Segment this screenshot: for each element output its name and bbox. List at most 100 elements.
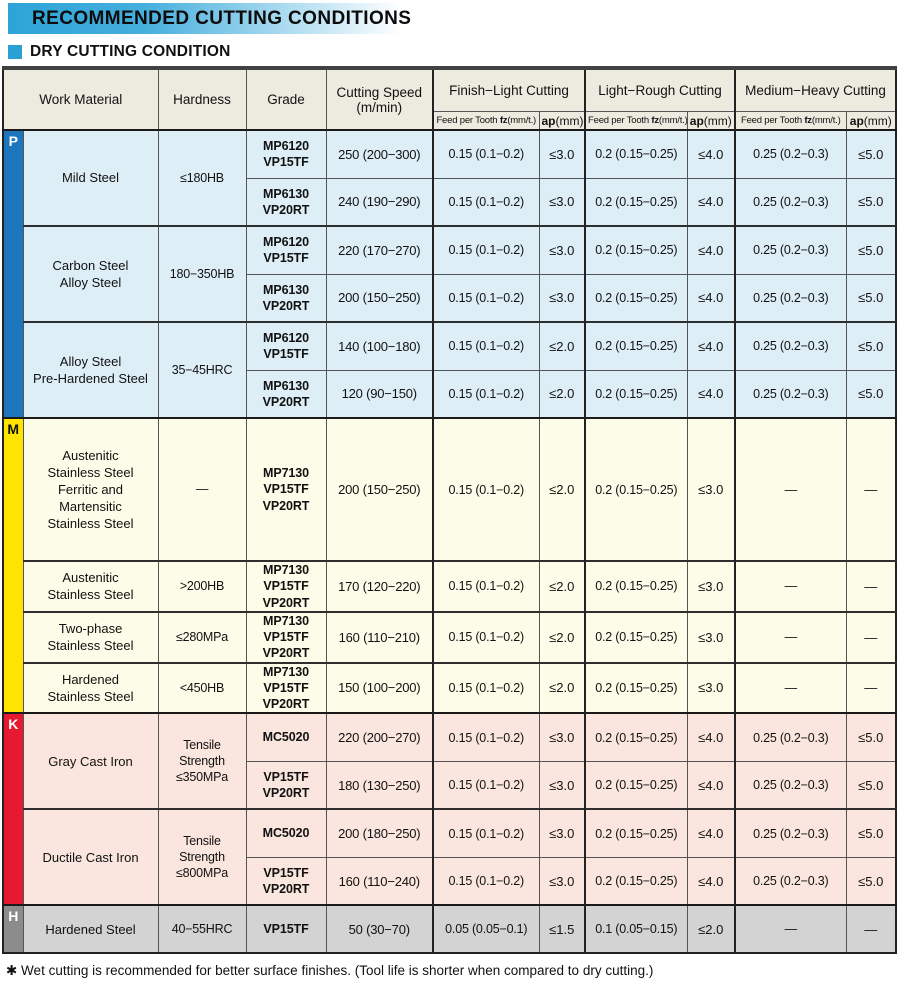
- hardness-cell: ≤180HB: [157, 129, 247, 227]
- table-row: Hardened Stainless Steel <450HB MP7130 VP1…: [3, 661, 897, 714]
- hardness-cell: <450HB: [157, 661, 247, 714]
- ap-finish-cell: ≤2.0: [538, 610, 586, 663]
- cutting-speed-cell: 160 (110−210): [325, 610, 434, 663]
- hardness-cell: ≤280MPa: [157, 610, 247, 663]
- cutting-speed-cell: 180 (130−250): [325, 760, 434, 810]
- feed-rough-cell: 0.2 (0.15−0.25): [584, 712, 688, 762]
- feed-rough-cell: 0.2 (0.15−0.25): [584, 417, 688, 562]
- page-title-banner: RECOMMENDED CUTTING CONDITIONS: [8, 3, 455, 34]
- feed-heavy-cell: 0.25 (0.2−0.3): [734, 321, 847, 371]
- work-material-cell: Two-phase Stainless Steel: [22, 610, 159, 663]
- ap-heavy-cell: ≤5.0: [845, 808, 897, 858]
- feed-heavy-cell: —: [734, 661, 847, 714]
- feed-finish-cell: 0.15 (0.1−0.2): [432, 369, 540, 419]
- material-class-label: K: [2, 712, 24, 906]
- subheader-feed-finish: Feed per Tooth fz(mm/t.): [432, 111, 540, 131]
- cutting-speed-cell: 170 (120−220): [325, 560, 434, 613]
- ap-finish-cell: ≤3.0: [538, 129, 586, 179]
- blue-square-bullet-icon: [8, 45, 22, 59]
- grade-cell: MP7130 VP15TF VP20RT: [245, 610, 327, 663]
- feed-finish-cell: 0.15 (0.1−0.2): [432, 560, 540, 613]
- ap-heavy-cell: ≤5.0: [845, 321, 897, 371]
- cutting-speed-cell: 150 (100−200): [325, 661, 434, 714]
- ap-rough-cell: ≤4.0: [686, 321, 736, 371]
- ap-rough-cell: ≤3.0: [686, 560, 736, 613]
- material-class-label: H: [2, 904, 24, 954]
- ap-heavy-cell: ≤5.0: [845, 177, 897, 227]
- feed-heavy-cell: —: [734, 904, 847, 954]
- ap-rough-cell: ≤4.0: [686, 856, 736, 906]
- feed-finish-cell: 0.15 (0.1−0.2): [432, 321, 540, 371]
- header-row-groups: Work Material Hardness Grade Cutting Spe…: [2, 67, 897, 131]
- grade-cell: MP7130 VP15TF VP20RT: [245, 661, 327, 714]
- footnote: ✱ Wet cutting is recommended for better …: [6, 963, 654, 979]
- subheader-ap-rough: ap(mm): [686, 111, 736, 131]
- cutting-speed-cell: 240 (190−290): [325, 177, 434, 227]
- ap-finish-cell: ≤3.0: [538, 712, 586, 762]
- ap-finish-cell: ≤3.0: [538, 273, 586, 323]
- hardness-cell: Tensile Strength ≤350MPa: [157, 712, 247, 810]
- table-row: Two-phase Stainless Steel ≤280MPa MP7130 V…: [3, 610, 897, 663]
- section-subtitle-row: DRY CUTTING CONDITION: [8, 43, 897, 61]
- ap-rough-cell: ≤4.0: [686, 712, 736, 762]
- section-subtitle: DRY CUTTING CONDITION: [30, 43, 231, 60]
- ap-heavy-cell: ≤5.0: [845, 760, 897, 810]
- work-material-cell: Austenitic Stainless Steel Ferritic and …: [22, 417, 159, 562]
- feed-rough-cell: 0.2 (0.15−0.25): [584, 760, 688, 810]
- ap-rough-cell: ≤3.0: [686, 417, 736, 562]
- feed-rough-cell: 0.2 (0.15−0.25): [584, 321, 688, 371]
- feed-finish-cell: 0.15 (0.1−0.2): [432, 129, 540, 179]
- col-group-finish-light: Finish−Light Cutting: [431, 67, 586, 112]
- cutting-speed-cell: 160 (110−240): [325, 856, 434, 906]
- ap-rough-cell: ≤4.0: [686, 808, 736, 858]
- feed-heavy-cell: 0.25 (0.2−0.3): [734, 712, 847, 762]
- feed-rough-cell: 0.2 (0.15−0.25): [584, 369, 688, 419]
- ap-rough-cell: ≤4.0: [686, 369, 736, 419]
- work-material-cell: Carbon Steel Alloy Steel: [22, 225, 159, 323]
- cutting-speed-cell: 250 (200−300): [325, 129, 434, 179]
- feed-rough-cell: 0.2 (0.15−0.25): [584, 661, 688, 714]
- ap-finish-cell: ≤3.0: [538, 760, 586, 810]
- feed-finish-cell: 0.05 (0.05−0.1): [432, 904, 540, 954]
- feed-heavy-cell: 0.25 (0.2−0.3): [734, 760, 847, 810]
- grade-cell: MP6130 VP20RT: [245, 273, 327, 323]
- hardness-cell: Tensile Strength ≤800MPa: [157, 808, 247, 906]
- col-group-medium-heavy: Medium−Heavy Cutting: [734, 67, 897, 112]
- ap-rough-cell: ≤3.0: [686, 661, 736, 714]
- ap-heavy-cell: —: [845, 661, 897, 714]
- feed-heavy-cell: 0.25 (0.2−0.3): [734, 129, 847, 179]
- hardness-cell: —: [157, 417, 247, 562]
- ap-rough-cell: ≤4.0: [686, 273, 736, 323]
- ap-heavy-cell: —: [845, 610, 897, 663]
- hardness-cell: >200HB: [157, 560, 247, 613]
- col-group-light-rough: Light−Rough Cutting: [584, 67, 736, 112]
- feed-rough-cell: 0.2 (0.15−0.25): [584, 610, 688, 663]
- table-row: K Gray Cast Iron Tensile Strength ≤350MPa M…: [2, 712, 897, 906]
- grade-cell: MP6120 VP15TF: [245, 225, 327, 275]
- ap-rough-cell: ≤2.0: [686, 904, 736, 954]
- ap-heavy-cell: ≤5.0: [845, 273, 897, 323]
- feed-finish-cell: 0.15 (0.1−0.2): [432, 808, 540, 858]
- feed-rough-cell: 0.2 (0.15−0.25): [584, 177, 688, 227]
- ap-heavy-cell: ≤5.0: [845, 129, 897, 179]
- table-row: Ductile Cast Iron Tensile Strength ≤800MP…: [3, 808, 897, 906]
- table-row: Carbon Steel Alloy Steel 180−350HB MP6120 …: [3, 225, 897, 323]
- ap-rough-cell: ≤4.0: [686, 760, 736, 810]
- grade-cell: MP6130 VP20RT: [245, 369, 327, 419]
- col-header-hardness: Hardness: [157, 67, 247, 131]
- ap-heavy-cell: —: [845, 560, 897, 613]
- ap-heavy-cell: ≤5.0: [845, 369, 897, 419]
- cutting-speed-cell: 120 (90−150): [325, 369, 434, 419]
- cutting-speed-cell: 50 (30−70): [325, 904, 434, 954]
- feed-heavy-cell: 0.25 (0.2−0.3): [734, 808, 847, 858]
- feed-finish-cell: 0.15 (0.1−0.2): [432, 610, 540, 663]
- grade-cell: VP15TF: [245, 904, 327, 954]
- ap-rough-cell: ≤3.0: [686, 610, 736, 663]
- feed-finish-cell: 0.15 (0.1−0.2): [432, 760, 540, 810]
- subheader-feed-heavy: Feed per Tooth fz(mm/t.): [734, 111, 847, 131]
- work-material-cell: Hardened Steel: [22, 904, 159, 954]
- feed-rough-cell: 0.2 (0.15−0.25): [584, 273, 688, 323]
- feed-rough-cell: 0.2 (0.15−0.25): [584, 225, 688, 275]
- cutting-speed-cell: 220 (170−270): [325, 225, 434, 275]
- subheader-ap-finish: ap(mm): [538, 111, 586, 131]
